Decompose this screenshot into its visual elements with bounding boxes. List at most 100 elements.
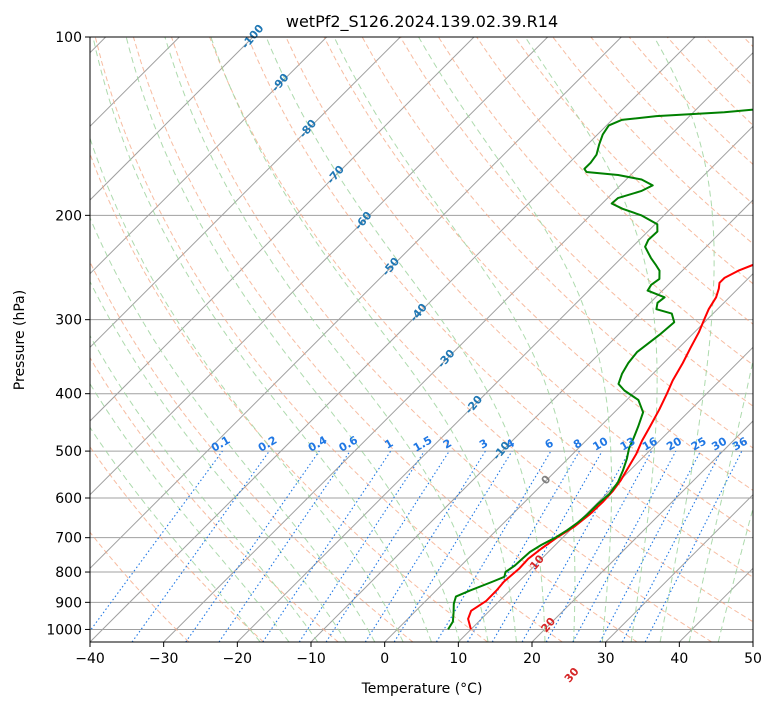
- y-tick-label: 700: [55, 531, 82, 547]
- mixing-ratio-line: [325, 450, 450, 642]
- y-tick-label: 900: [55, 595, 82, 611]
- dewpoint-profile-line: [447, 108, 753, 630]
- moist-adiabat-line: [125, 37, 461, 642]
- profile-lines: [447, 108, 753, 630]
- x-tick-label: 50: [744, 651, 762, 667]
- moist-adiabat-line: [90, 334, 319, 642]
- x-tick-label: 0: [380, 651, 389, 667]
- isotherm-line: [752, 641, 753, 642]
- x-axis-ticks: −40 −30 −20 −10 0 10 20 30 40 50: [75, 642, 762, 667]
- moist-adiabat-line: [90, 216, 376, 642]
- mixing-ratio-line: [364, 450, 486, 642]
- isotherm-line: [90, 37, 475, 422]
- x-tick-label: 10: [449, 651, 467, 667]
- isotherm-line: [90, 37, 696, 642]
- x-tick-label: 20: [523, 651, 541, 667]
- x-axis-label: Temperature (°C): [361, 681, 483, 697]
- y-tick-label: 800: [55, 565, 82, 581]
- moist-adiabat-line: [90, 426, 261, 642]
- isotherm-label: 40: [594, 707, 614, 708]
- moist-adiabat-line: [90, 382, 290, 642]
- isotherm-line: [90, 37, 254, 201]
- isotherm-line: [90, 37, 401, 349]
- dry-adiabat-line: [323, 37, 753, 491]
- mixing-ratio-line: [218, 450, 351, 642]
- dry-adiabat-line: [476, 37, 753, 325]
- x-tick-label: −40: [75, 651, 105, 667]
- dry-adiabat-line: [285, 37, 753, 535]
- dry-adiabat-line: [132, 37, 638, 642]
- dry-adiabat-line: [90, 531, 190, 642]
- isotherm-line: [163, 51, 753, 642]
- mixing-ratio-label: 6: [543, 436, 556, 451]
- x-tick-label: −30: [149, 651, 179, 667]
- mixing-ratio-line: [621, 450, 722, 642]
- chart-title: wetPf2_S126.2024.139.02.39.R14: [286, 12, 558, 32]
- dry-adiabat-line: [171, 37, 712, 642]
- y-tick-label: 600: [55, 491, 82, 507]
- plot-frame: [89, 36, 754, 643]
- x-tick-label: −20: [223, 651, 253, 667]
- mixing-ratio-line: [545, 450, 653, 642]
- temperature-profile-line: [467, 263, 753, 630]
- dry-adiabat-line: [361, 37, 753, 449]
- dry-adiabat-line: [399, 37, 753, 407]
- dry-adiabat-line: [590, 37, 753, 205]
- mixing-ratio-line: [298, 450, 425, 642]
- moist-adiabat-line: [210, 37, 517, 642]
- y-tick-label: 100: [55, 30, 82, 46]
- y-axis-ticks: 100 200 300 400 500 600 700 800 900 1000: [46, 30, 90, 638]
- x-tick-label: 40: [670, 651, 688, 667]
- isotherm-line: [90, 37, 549, 496]
- dry-adiabat-line: [90, 152, 488, 642]
- mixing-ratio-line: [393, 450, 513, 642]
- dry-adiabat-line: [90, 260, 414, 642]
- isotherm-line: [310, 199, 753, 642]
- dry-adiabat-line: [704, 37, 753, 87]
- y-tick-label: 200: [55, 208, 82, 224]
- moist-adiabat-line: [524, 37, 658, 642]
- mixing-ratio-line: [185, 450, 320, 642]
- moist-adiabat-line: [688, 358, 753, 642]
- dry-adiabat-line: [437, 37, 753, 366]
- isotherm-label: 30: [562, 665, 582, 685]
- mixing-ratio-line: [644, 450, 743, 642]
- x-tick-label: 30: [597, 651, 615, 667]
- dry-adiabat-line: [514, 37, 753, 285]
- dry-adiabat-line: [743, 37, 753, 48]
- mixing-ratio-line: [572, 450, 677, 642]
- dry-adiabat-line: [666, 37, 753, 126]
- dry-adiabat-line: [247, 37, 753, 578]
- moist-adiabat-line: [90, 136, 404, 642]
- y-tick-label: 300: [55, 313, 82, 329]
- isotherm-line: [531, 420, 753, 642]
- moist-adiabat-line: [653, 37, 715, 642]
- dry-adiabat-line: [94, 37, 563, 642]
- y-tick-label: 500: [55, 444, 82, 460]
- background-lines: [90, 37, 753, 642]
- isotherm-line: [90, 37, 622, 570]
- y-tick-label: 1000: [46, 622, 82, 638]
- dry-adiabat-line: [90, 446, 264, 642]
- isotherm-line: [236, 125, 753, 642]
- mixing-ratio-line: [435, 450, 552, 642]
- mixing-ratio-line: [521, 450, 630, 642]
- mixing-ratio-label: 2: [441, 437, 454, 452]
- mixing-ratio-line: [262, 450, 392, 642]
- moist-adiabat-line: [90, 280, 347, 642]
- isotherm-line: [384, 272, 753, 642]
- mixing-ratio-line: [467, 450, 580, 642]
- moist-adiabat-line: [333, 37, 576, 642]
- moist-adiabat-line: [92, 37, 432, 642]
- dry-adiabat-line: [90, 356, 339, 642]
- mixing-ratio-label: 1: [382, 437, 395, 452]
- x-tick-label: −10: [296, 651, 326, 667]
- moist-adiabat-line: [418, 37, 613, 642]
- mixing-ratio-label: 3: [477, 437, 490, 452]
- dry-adiabat-line: [209, 37, 753, 623]
- mixing-ratio-line: [90, 450, 223, 632]
- y-tick-label: 400: [55, 387, 82, 403]
- moist-adiabat-line: [164, 37, 489, 642]
